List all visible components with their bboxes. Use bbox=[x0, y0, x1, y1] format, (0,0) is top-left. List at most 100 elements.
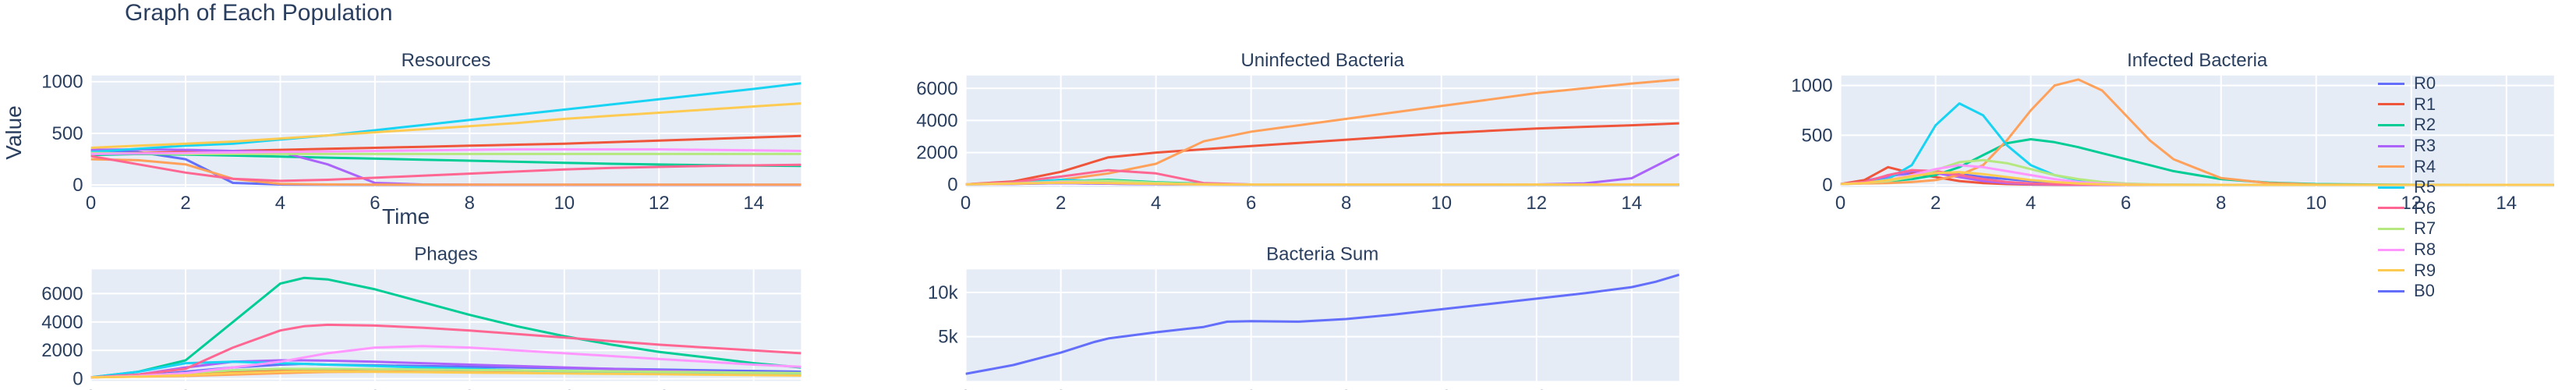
y-tick-label: 10k bbox=[928, 282, 959, 303]
series-line-9 bbox=[965, 181, 1679, 186]
y-tick-label: 6000 bbox=[916, 78, 957, 99]
x-tick-label: 2 bbox=[1930, 193, 1941, 214]
x-tick-label: 6 bbox=[1246, 386, 1256, 390]
x-tick-label: 10 bbox=[1431, 386, 1452, 390]
y-tick-label: 0 bbox=[73, 369, 83, 390]
legend-label: R4 bbox=[2414, 156, 2436, 176]
y-tick-label: 0 bbox=[947, 175, 957, 196]
legend-label: R2 bbox=[2414, 115, 2436, 135]
subplot-title: Uninfected Bacteria bbox=[1240, 50, 1404, 71]
legend-item-r2[interactable]: R2 bbox=[2378, 115, 2436, 136]
x-tick-label: 0 bbox=[86, 193, 96, 214]
x-tick-label: 10 bbox=[1431, 193, 1452, 214]
legend-item-r1[interactable]: R1 bbox=[2378, 94, 2436, 115]
y-tick-label: 0 bbox=[73, 175, 83, 196]
y-tick-label: 0 bbox=[1822, 175, 1832, 196]
legend-swatch bbox=[2378, 165, 2404, 168]
x-tick-label: 8 bbox=[465, 193, 475, 214]
x-tick-label: 4 bbox=[1151, 193, 1161, 214]
x-tick-label: 12 bbox=[2401, 193, 2422, 214]
legend-label: R8 bbox=[2414, 239, 2436, 260]
subplot-uninfected-bacteria: 0 2 4 6 8 10 12 14 0 2000 4000 6000 Uninfected Bacte… bbox=[916, 50, 1679, 214]
legend-label: B0 bbox=[2414, 281, 2435, 301]
y-tick-label: 5k bbox=[938, 327, 958, 348]
y-tick-label: 2000 bbox=[41, 340, 83, 361]
legend-item-b0[interactable]: B0 bbox=[2378, 281, 2436, 302]
legend-item-r6[interactable]: R6 bbox=[2378, 198, 2436, 219]
legend-swatch bbox=[2378, 123, 2404, 126]
y-tick-label: 1000 bbox=[41, 72, 83, 93]
x-tick-label: 2 bbox=[180, 193, 190, 214]
legend-item-r7[interactable]: R7 bbox=[2378, 218, 2436, 239]
series-line-8 bbox=[90, 345, 801, 379]
subplot-title: Resources bbox=[402, 50, 491, 71]
series-group bbox=[965, 78, 1679, 186]
legend-label: R3 bbox=[2414, 136, 2436, 156]
series-line-2 bbox=[90, 276, 801, 379]
x-tick-label: 4 bbox=[275, 386, 285, 390]
legend-swatch bbox=[2378, 207, 2404, 210]
series-line-6 bbox=[90, 154, 801, 183]
legend-item-r8[interactable]: R8 bbox=[2378, 239, 2436, 261]
x-tick-label: 8 bbox=[465, 386, 475, 390]
legend-swatch bbox=[2378, 248, 2404, 251]
legend-item-r4[interactable]: R4 bbox=[2378, 156, 2436, 177]
legend-label: R6 bbox=[2414, 197, 2436, 218]
series-group bbox=[90, 82, 801, 186]
series-line-9 bbox=[1840, 171, 2554, 186]
series-line-9 bbox=[90, 102, 801, 149]
series-line-0 bbox=[965, 273, 1679, 375]
x-tick-label: 4 bbox=[275, 193, 285, 214]
x-tick-label: 12 bbox=[1526, 193, 1547, 214]
legend-label: R1 bbox=[2414, 94, 2436, 114]
legend-swatch bbox=[2378, 82, 2404, 85]
x-tick-label: 10 bbox=[554, 386, 575, 390]
legend-item-r5[interactable]: R5 bbox=[2378, 177, 2436, 198]
plot-background bbox=[965, 269, 1679, 381]
x-tick-label: 12 bbox=[649, 193, 670, 214]
legend-label: R9 bbox=[2414, 260, 2436, 280]
subplot-phages: 0 2 4 6 8 10 12 14 0 2000 4000 6000 Phages bbox=[41, 243, 801, 390]
x-tick-label: 14 bbox=[1621, 386, 1642, 390]
series-line-7 bbox=[90, 151, 801, 155]
subplot-infected-bacteria: 0 2 4 6 8 10 12 14 0 500 1000 Infected Bacteria bbox=[1791, 50, 2554, 214]
x-tick-label: 14 bbox=[1621, 193, 1642, 214]
x-tick-label: 8 bbox=[1341, 386, 1351, 390]
legend-swatch bbox=[2378, 186, 2404, 189]
series-line-8 bbox=[90, 148, 801, 155]
series-group bbox=[90, 276, 801, 379]
x-tick-label: 10 bbox=[554, 193, 575, 214]
legend-item-r3[interactable]: R3 bbox=[2378, 136, 2436, 157]
series-line-6 bbox=[90, 323, 801, 379]
y-axis-label: Value bbox=[2, 105, 26, 160]
legend-item-r0[interactable]: R0 bbox=[2378, 73, 2436, 94]
x-tick-label: 14 bbox=[2496, 193, 2517, 214]
x-tick-label: 10 bbox=[2305, 193, 2327, 214]
subplot-resources: 0 2 4 6 8 10 12 14 0 500 1000 Resources bbox=[41, 50, 801, 214]
legend-swatch bbox=[2378, 227, 2404, 230]
series-line-5 bbox=[90, 82, 801, 154]
series-line-4 bbox=[965, 78, 1679, 186]
x-tick-label: 0 bbox=[961, 386, 971, 390]
x-tick-label: 6 bbox=[2121, 193, 2131, 214]
legend-swatch bbox=[2378, 289, 2404, 292]
x-tick-label: 12 bbox=[649, 386, 670, 390]
subplot-title: Phages bbox=[414, 243, 477, 264]
x-axis-label: Time bbox=[382, 204, 430, 229]
series-group bbox=[1840, 78, 2554, 186]
x-tick-label: 2 bbox=[180, 386, 190, 390]
series-line-4 bbox=[1840, 78, 2554, 186]
series-line-9 bbox=[90, 370, 801, 379]
x-tick-label: 2 bbox=[1056, 193, 1066, 214]
x-tick-label: 0 bbox=[1835, 193, 1845, 214]
x-tick-label: 14 bbox=[743, 193, 764, 214]
legend: R0 R1 R2 R3 R4 R5 R6 R7 R8 R9 B0 bbox=[2378, 73, 2436, 302]
series-line-1 bbox=[965, 122, 1679, 186]
legend-label: R5 bbox=[2414, 177, 2436, 197]
x-tick-label: 4 bbox=[2026, 193, 2036, 214]
legend-item-r9[interactable]: R9 bbox=[2378, 260, 2436, 281]
x-tick-label: 6 bbox=[1246, 193, 1256, 214]
y-tick-label: 1000 bbox=[1791, 76, 1832, 97]
x-tick-label: 8 bbox=[1341, 193, 1351, 214]
